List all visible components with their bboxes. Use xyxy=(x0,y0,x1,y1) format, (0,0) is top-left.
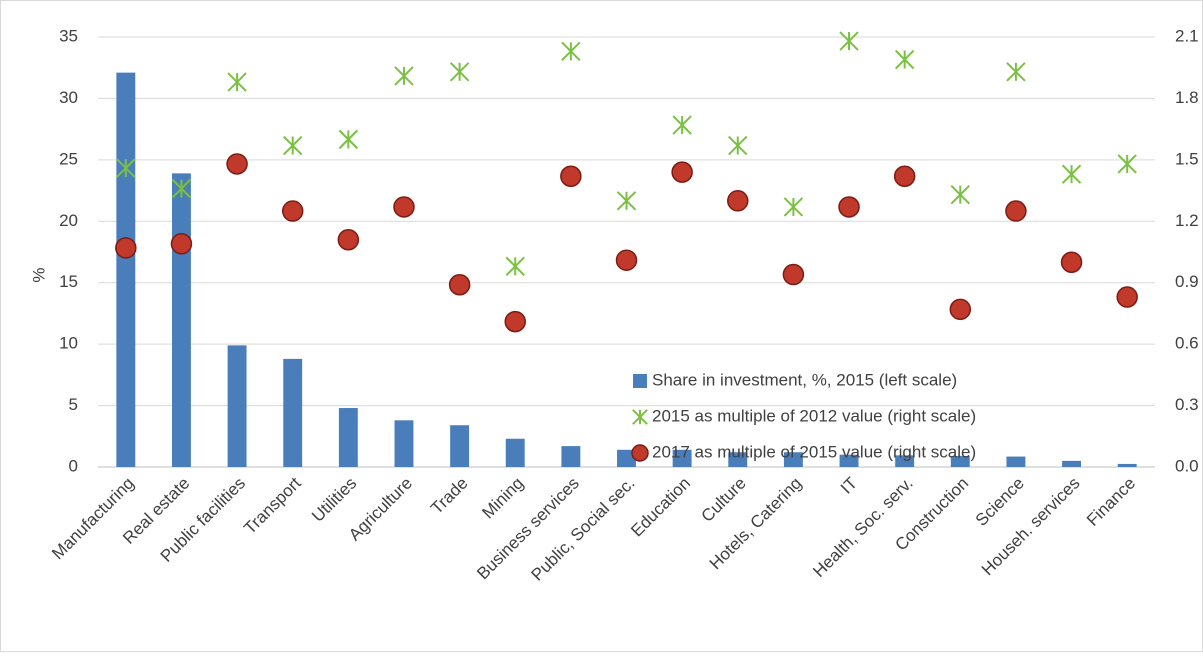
point xyxy=(782,263,805,286)
y2-tick-label: 1.2 xyxy=(1175,211,1199,230)
point xyxy=(505,256,525,277)
bar xyxy=(227,345,247,467)
point xyxy=(560,165,582,187)
point xyxy=(671,161,693,183)
bar xyxy=(672,449,692,467)
y-tick-label: 15 xyxy=(59,272,78,291)
point xyxy=(226,153,248,175)
legend-swatch xyxy=(633,374,647,388)
point xyxy=(1116,286,1138,308)
y2-tick-label: 0.0 xyxy=(1175,456,1199,475)
point xyxy=(394,66,414,86)
y-tick-label: 20 xyxy=(59,211,78,230)
bar xyxy=(1006,456,1026,467)
point xyxy=(672,115,692,135)
y-tick-label: 0 xyxy=(69,456,78,475)
point xyxy=(894,49,915,70)
bar xyxy=(394,420,414,467)
point xyxy=(448,274,471,296)
bar xyxy=(728,452,748,467)
bar xyxy=(283,358,303,467)
legend-label: 2015 as multiple of 2012 value (right sc… xyxy=(652,406,976,425)
point xyxy=(171,178,192,199)
point xyxy=(615,249,638,271)
point xyxy=(893,165,916,187)
point xyxy=(616,191,637,211)
bar xyxy=(171,173,191,467)
bar xyxy=(950,455,970,467)
y2-tick-label: 1.8 xyxy=(1175,88,1199,107)
point xyxy=(783,197,804,217)
legend-label: 2017 as multiple of 2015 value (right sc… xyxy=(652,442,976,461)
bar xyxy=(505,438,525,467)
legend: Share in investment, %, 2015 (left scale… xyxy=(631,370,976,462)
y2-tick-label: 1.5 xyxy=(1175,149,1199,168)
point xyxy=(338,129,359,150)
point xyxy=(1061,164,1082,184)
point xyxy=(632,409,648,425)
point xyxy=(281,200,304,222)
bar xyxy=(1117,463,1137,467)
y-axis-label: % xyxy=(29,267,48,282)
point xyxy=(283,135,303,156)
bar xyxy=(617,449,636,467)
bar xyxy=(783,452,803,467)
point xyxy=(838,196,860,218)
y-tick-label: 5 xyxy=(69,395,78,414)
y-tick-label: 10 xyxy=(59,334,78,353)
y2-tick-label: 0.6 xyxy=(1175,334,1199,353)
point xyxy=(1060,251,1083,273)
bar xyxy=(561,446,581,467)
point xyxy=(1117,154,1137,174)
point xyxy=(1006,62,1026,82)
point xyxy=(839,31,859,51)
point xyxy=(170,233,193,255)
bar xyxy=(116,72,136,467)
bar xyxy=(338,408,358,467)
point xyxy=(393,196,415,218)
point xyxy=(504,310,526,333)
point xyxy=(449,62,470,82)
point xyxy=(116,158,136,178)
y-tick-label: 30 xyxy=(59,88,78,107)
point xyxy=(561,41,581,62)
y2-tick-label: 2.1 xyxy=(1175,26,1199,45)
point xyxy=(631,444,649,462)
point xyxy=(337,228,360,251)
y-tick-label: 35 xyxy=(59,26,78,45)
point xyxy=(950,184,970,205)
point xyxy=(1005,200,1027,222)
legend-label: Share in investment, %, 2015 (left scale… xyxy=(652,370,957,389)
y2-tick-label: 0.3 xyxy=(1175,395,1199,414)
point xyxy=(949,298,972,321)
bar xyxy=(895,455,915,467)
point xyxy=(227,72,247,92)
point xyxy=(727,190,749,212)
bar xyxy=(839,454,859,467)
bar xyxy=(450,425,470,467)
y-tick-label: 25 xyxy=(59,149,78,168)
bar xyxy=(1062,460,1082,467)
y2-tick-label: 0.9 xyxy=(1175,272,1199,291)
point xyxy=(728,135,748,156)
point xyxy=(115,237,137,259)
